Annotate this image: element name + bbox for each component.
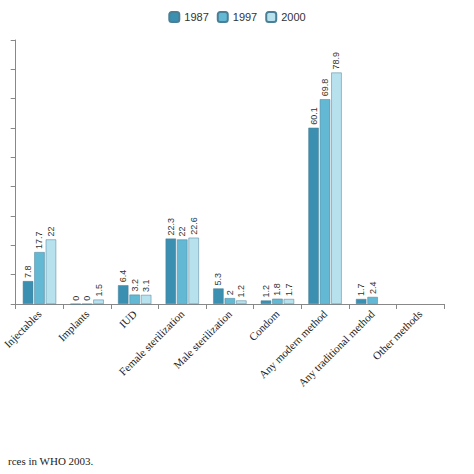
svg-text:Any traditional method: Any traditional method [296,307,377,388]
svg-text:1.7: 1.7 [356,283,366,296]
svg-text:3.2: 3.2 [130,279,140,292]
svg-text:Injectables: Injectables [2,308,44,350]
svg-text:2: 2 [225,290,235,295]
svg-text:60.1: 60.1 [309,107,319,125]
svg-text:1.2: 1.2 [236,285,246,298]
svg-text:Other methods: Other methods [370,308,424,362]
svg-text:7.8: 7.8 [23,266,33,279]
svg-text:Female sterilization: Female sterilization [116,307,187,378]
svg-text:0: 0 [82,296,92,301]
svg-text:2000: 2000 [281,11,305,23]
svg-text:69.8: 69.8 [320,79,330,97]
svg-text:1.5: 1.5 [94,284,104,297]
svg-text:78.9: 78.9 [331,52,341,70]
svg-text:5.3: 5.3 [213,273,223,286]
svg-text:17.7: 17.7 [34,232,44,250]
svg-text:3.1: 3.1 [141,279,151,292]
svg-text:IUD: IUD [117,308,139,330]
svg-text:22: 22 [177,226,187,236]
svg-text:Any modern method: Any modern method [256,307,330,381]
svg-text:2.4: 2.4 [368,281,378,294]
svg-text:22.6: 22.6 [189,217,199,235]
svg-text:rces in WHO 2003.: rces in WHO 2003. [8,455,94,467]
svg-text:Condom: Condom [246,307,282,343]
svg-text:1.7: 1.7 [284,283,294,296]
svg-text:1997: 1997 [233,11,257,23]
svg-text:Implants: Implants [56,308,92,344]
svg-text:22: 22 [46,226,56,236]
svg-text:1987: 1987 [184,11,208,23]
svg-text:1.8: 1.8 [272,283,282,296]
svg-text:0: 0 [71,296,81,301]
svg-text:1.2: 1.2 [261,285,271,298]
svg-text:22.3: 22.3 [166,218,176,236]
svg-text:6.4: 6.4 [118,270,128,283]
svg-text:Male sterilization: Male sterilization [171,307,234,370]
